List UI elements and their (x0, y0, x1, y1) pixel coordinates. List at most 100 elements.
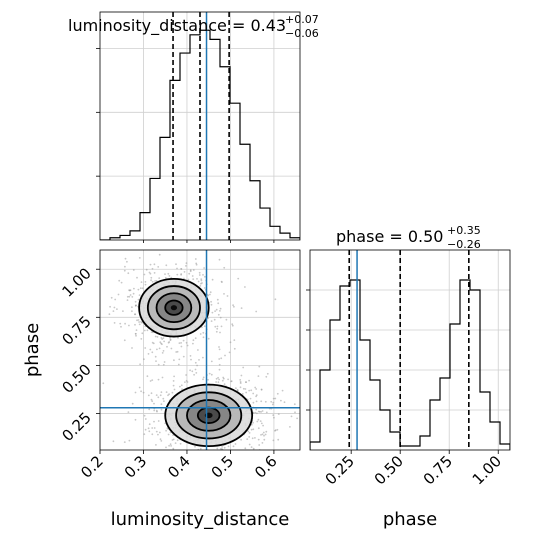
x-tick-label: 0.6 (251, 452, 281, 482)
sample-point (180, 342, 183, 344)
sample-point (257, 438, 260, 441)
y-tick-label: 0.25 (58, 409, 94, 445)
sample-point (202, 274, 204, 276)
sample-point (281, 389, 284, 392)
sample-point (120, 325, 122, 328)
sample-point (134, 313, 137, 316)
sample-point (239, 381, 242, 383)
sample-point (140, 338, 143, 340)
sample-point (260, 388, 263, 391)
sample-point (265, 375, 268, 378)
sample-point (248, 389, 251, 392)
sample-point (277, 413, 280, 415)
sample-point (192, 269, 195, 271)
sample-point (255, 394, 258, 396)
sample-point (155, 444, 157, 446)
sample-point (194, 258, 197, 260)
sample-point (188, 272, 191, 275)
sample-point (131, 310, 133, 313)
y-tick-label: 1.00 (58, 264, 94, 300)
sample-point (145, 268, 148, 271)
sample-point (173, 359, 175, 362)
sample-point (185, 341, 188, 344)
sample-point (239, 386, 242, 389)
sample-point (172, 384, 175, 387)
sample-point (138, 257, 141, 259)
sample-point (207, 337, 210, 340)
sample-point (252, 428, 255, 431)
sample-point (139, 363, 142, 366)
sample-point (174, 442, 177, 444)
sample-point (210, 373, 213, 376)
sample-point (194, 361, 197, 364)
sample-point (249, 397, 252, 400)
sample-point (210, 320, 213, 322)
sample-point (176, 439, 179, 442)
sample-point (203, 267, 206, 269)
sample-point (143, 273, 146, 276)
sample-point (144, 347, 147, 349)
sample-point (126, 260, 128, 263)
title-sup-luminosity-distance: +0.07 (285, 13, 319, 26)
sample-point (208, 372, 211, 375)
sample-point (215, 330, 218, 333)
sample-point (248, 379, 251, 382)
sample-point (185, 374, 188, 376)
sample-point (223, 293, 225, 295)
sample-point (141, 287, 144, 290)
x-tick-label: 0.50 (371, 452, 407, 488)
sample-point (200, 279, 203, 282)
sample-point (119, 244, 121, 246)
sample-point (162, 397, 165, 400)
sample-point (223, 383, 226, 386)
sample-point (162, 350, 165, 352)
sample-point (218, 358, 221, 360)
sample-point (136, 276, 138, 279)
sample-point (201, 326, 203, 329)
sample-point (149, 272, 152, 275)
sample-point (214, 310, 217, 312)
sample-point (220, 357, 223, 360)
sample-point (176, 273, 179, 276)
sample-point (228, 351, 231, 354)
sample-point (108, 313, 111, 316)
sample-point (202, 356, 204, 359)
sample-point (199, 447, 202, 450)
sample-point (190, 358, 192, 361)
sample-point (124, 265, 126, 268)
sample-point (248, 443, 251, 446)
sample-point (157, 266, 160, 268)
sample-point (154, 280, 157, 282)
sample-point (239, 467, 241, 469)
sample-point (280, 399, 282, 402)
sample-point (219, 316, 222, 319)
sample-point (210, 452, 212, 454)
sample-point (198, 359, 200, 361)
tick-marks-luminosity-distance (96, 48, 275, 243)
sample-point (149, 263, 152, 266)
sample-point (177, 336, 179, 339)
sample-point (187, 482, 189, 484)
sample-point (166, 345, 168, 348)
sample-point (260, 411, 262, 413)
sample-point (261, 410, 264, 412)
sample-point (277, 438, 280, 441)
sample-point (215, 452, 217, 454)
sample-point (201, 462, 203, 464)
sample-point (289, 426, 291, 428)
sample-point (132, 292, 135, 295)
sample-point (192, 458, 194, 460)
sample-point (134, 333, 137, 335)
sample-point (216, 327, 219, 330)
sample-point (153, 427, 156, 429)
sample-point (202, 336, 205, 339)
sample-point (256, 420, 259, 423)
sample-point (165, 264, 168, 267)
sample-point (217, 381, 220, 384)
sample-point (150, 331, 153, 333)
sample-point (248, 436, 251, 438)
sample-point (255, 400, 258, 403)
sample-point (252, 401, 255, 404)
sample-point (191, 370, 194, 373)
sample-point (143, 414, 146, 417)
